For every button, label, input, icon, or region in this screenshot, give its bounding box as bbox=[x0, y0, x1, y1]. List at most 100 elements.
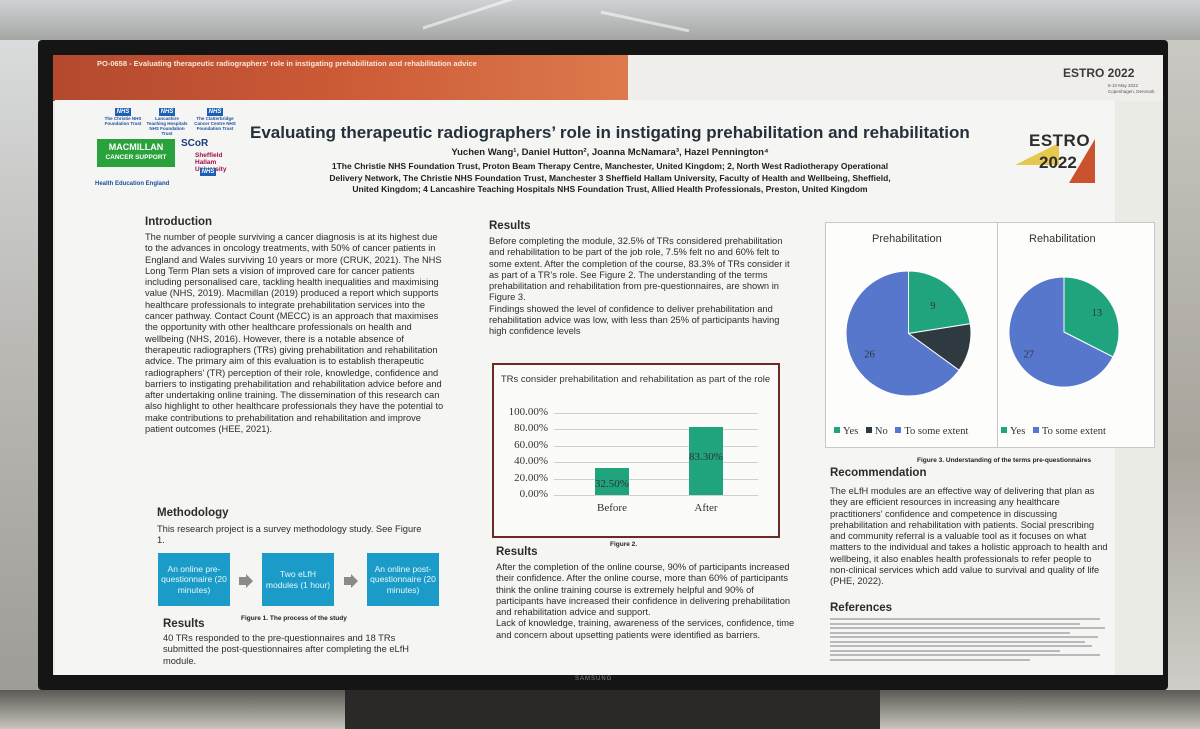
reference-line bbox=[830, 631, 1070, 634]
pie-legend-rehab: Yes To some extent bbox=[1001, 426, 1106, 437]
flow-arrow-icon bbox=[344, 574, 358, 588]
y-tick-label: 40.00% bbox=[514, 455, 548, 468]
macmillan-logo-subtext: CANCER SUPPORT bbox=[105, 154, 167, 161]
bar-gridline bbox=[554, 495, 758, 496]
pie-title-prehab: Prehabilitation bbox=[872, 233, 942, 245]
pie-value-label: 5 bbox=[950, 340, 955, 351]
flow-step-pre-questionnaire: An online pre-questionnaire (20 minutes) bbox=[158, 553, 230, 606]
results-bottom-text: After the completion of the online cours… bbox=[496, 562, 795, 640]
top-bar-banner bbox=[53, 55, 628, 101]
hee-logo: Health Education England bbox=[95, 181, 170, 187]
estro-logo: ESTRO 2022 bbox=[1015, 125, 1099, 185]
event-dates: 6-10 May 2022 Copenhagen, Denmark bbox=[1108, 83, 1155, 94]
bar-chart-title: TRs consider prehabilitation and rehabil… bbox=[500, 374, 771, 385]
monitor-brand: SAMSUNG bbox=[575, 676, 613, 682]
pie-title-rehab: Rehabilitation bbox=[1029, 233, 1096, 245]
bar-gridline bbox=[554, 413, 758, 414]
methodology-heading: Methodology bbox=[157, 507, 229, 519]
y-tick-label: 80.00% bbox=[514, 422, 548, 435]
flow-step-elfh-modules: Two eLfH modules (1 hour) bbox=[262, 553, 334, 606]
reference-line bbox=[830, 627, 1105, 629]
poster: NHS The Christie NHS Foundation Trust NH… bbox=[55, 100, 1155, 675]
figure3-pie-charts: Prehabilitation Rehabilitation 9 5 26 13 27… bbox=[825, 222, 1155, 448]
reference-line bbox=[830, 618, 1100, 620]
hee-nhs-badge: NHS bbox=[193, 168, 223, 176]
event-logo: ESTRO 2022 bbox=[1063, 66, 1135, 80]
monitor-screen: PO-0658 - Evaluating therapeutic radiogr… bbox=[53, 55, 1163, 675]
macmillan-logo: MACMILLAN CANCER SUPPORT bbox=[97, 139, 175, 167]
bar-value-label: 83.30% bbox=[689, 450, 723, 463]
legend-label: Yes bbox=[1010, 426, 1026, 437]
pie-divider bbox=[997, 223, 998, 447]
estro-logo-year: 2022 bbox=[1039, 153, 1077, 172]
pie-chart-prehab: 9 5 26 bbox=[846, 271, 971, 396]
pie-value-label: 9 bbox=[930, 301, 935, 312]
reference-line bbox=[830, 654, 1100, 656]
y-tick-label: 60.00% bbox=[514, 438, 548, 451]
scor-logo: SCoR bbox=[181, 138, 209, 149]
bar-gridline bbox=[554, 462, 758, 464]
x-category-label: After bbox=[694, 502, 718, 514]
legend-swatch bbox=[865, 427, 872, 433]
legend-label: To some extent bbox=[1041, 426, 1106, 437]
christie-logo-text: The Christie NHS Foundation Trust bbox=[104, 116, 142, 126]
monitor-stand bbox=[345, 688, 880, 729]
nhs-badge: NHS bbox=[206, 108, 224, 116]
macmillan-logo-text: MACMILLAN bbox=[108, 142, 164, 152]
y-tick-label: 0.00% bbox=[519, 488, 548, 500]
nhs-badge: NHS bbox=[158, 108, 176, 116]
poster-title: Evaluating therapeutic radiographers’ ro… bbox=[250, 123, 970, 142]
reference-line bbox=[830, 636, 1098, 638]
flow-arrow-icon bbox=[239, 574, 253, 588]
y-tick-label: 20.00% bbox=[514, 471, 548, 484]
figure2-caption: Figure 2. bbox=[610, 541, 638, 548]
reference-line bbox=[830, 645, 1092, 647]
results-left-text: 40 TRs responded to the pre-questionnair… bbox=[163, 633, 409, 666]
recommendation-heading: Recommendation bbox=[830, 467, 927, 479]
references-heading: References bbox=[830, 602, 893, 614]
pie-chart-rehab: 13 27 bbox=[1009, 277, 1119, 387]
pie-value-label: 13 bbox=[1092, 308, 1103, 319]
flow-step-post-questionnaire: An online post-questionnaire (20 minutes… bbox=[367, 553, 439, 606]
pie-slice-yes bbox=[1063, 277, 1119, 358]
legend-swatch bbox=[834, 427, 840, 433]
reference-line bbox=[830, 640, 1085, 643]
pie-value-label: 26 bbox=[864, 349, 875, 360]
figure2-bar-chart: TRs consider prehabilitation and rehabil… bbox=[492, 363, 780, 538]
bar-gridline bbox=[554, 429, 758, 431]
legend-swatch bbox=[1001, 427, 1007, 433]
pie-slice-yes bbox=[908, 271, 971, 335]
estro-logo-word: ESTRO bbox=[1029, 131, 1091, 150]
legend-swatch bbox=[1032, 427, 1039, 433]
clatterbridge-logo: NHS The Clatterbridge Cancer Centre NHS … bbox=[193, 108, 237, 131]
legend-label: No bbox=[874, 426, 888, 437]
results-mid-heading: Results bbox=[489, 220, 531, 232]
recommendation-text: The eLfH modules are an effective way of… bbox=[830, 486, 1108, 587]
poster-authors: Yuchen Wang¹, Daniel Hutton², Joanna McN… bbox=[451, 147, 769, 158]
reference-line bbox=[830, 649, 1060, 652]
figure3-caption: Figure 3. Understanding of the terms pre… bbox=[917, 457, 1092, 464]
reference-line bbox=[830, 658, 1030, 661]
legend-swatch bbox=[895, 427, 902, 433]
introduction-heading: Introduction bbox=[145, 216, 213, 228]
legend-label: To some extent bbox=[904, 426, 969, 437]
figure1-caption: Figure 1. The process of the study bbox=[241, 615, 347, 622]
pie-legend-prehab: Yes No To some extent bbox=[834, 426, 968, 437]
reference-line bbox=[830, 622, 1080, 625]
bar-after bbox=[689, 426, 723, 495]
christie-logo: NHS The Christie NHS Foundation Trust bbox=[103, 108, 143, 126]
pie-slice-to-some-extent bbox=[846, 271, 960, 396]
bar-value-label: 32.50% bbox=[595, 477, 629, 490]
results-bottom-heading: Results bbox=[496, 546, 538, 558]
introduction-text: The number of people surviving a cancer … bbox=[145, 232, 444, 435]
legend-label: Yes bbox=[843, 426, 859, 437]
methodology-text: This research project is a survey method… bbox=[157, 524, 422, 546]
nhs-badge: NHS bbox=[114, 108, 132, 116]
pie-slice-to-some-extent bbox=[1009, 277, 1114, 387]
lancashire-logo-text: Lancashire Teaching Hospitals NHS Founda… bbox=[146, 116, 188, 136]
y-tick-label: 100.00% bbox=[508, 406, 548, 418]
results-mid-text: Before completing the module, 32.5% of T… bbox=[489, 236, 790, 337]
poster-affiliations: 1The Christie NHS Foundation Trust, Prot… bbox=[329, 161, 891, 194]
bar-gridline bbox=[554, 445, 758, 447]
top-bar: PO-0658 - Evaluating therapeutic radiogr… bbox=[53, 55, 1163, 101]
